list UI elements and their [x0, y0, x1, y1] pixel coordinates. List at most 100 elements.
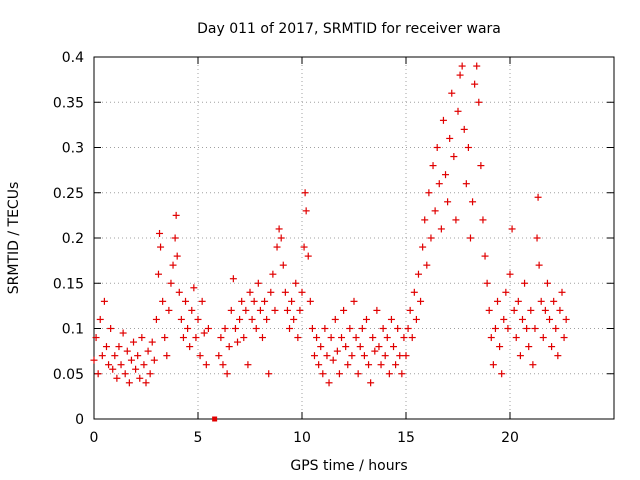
data-point — [240, 334, 248, 342]
data-point — [152, 315, 160, 323]
x-tick-labels: 0 5 10 15 20 — [90, 430, 519, 446]
data-point — [194, 315, 202, 323]
data-point — [167, 279, 175, 287]
data-point — [267, 288, 275, 296]
data-point — [365, 361, 373, 369]
data-point — [392, 361, 400, 369]
data-point — [317, 343, 325, 351]
data-point — [421, 216, 429, 224]
data-point — [379, 325, 387, 332]
data-point — [219, 361, 227, 369]
data-point — [172, 211, 180, 219]
y-tick-label: 0.2 — [62, 231, 84, 247]
data-point — [479, 216, 487, 224]
data-point — [375, 343, 383, 351]
data-point — [154, 270, 162, 278]
data-point — [346, 325, 354, 332]
data-point — [521, 279, 529, 287]
data-point — [157, 243, 165, 251]
data-point — [358, 325, 366, 332]
data-point — [188, 306, 196, 314]
data-point — [367, 379, 375, 387]
data-point — [471, 80, 479, 88]
y-tick-label: 0 — [75, 412, 84, 428]
data-point — [261, 297, 269, 305]
data-point — [362, 315, 370, 323]
data-point — [273, 243, 281, 251]
data-point — [377, 361, 385, 369]
data-point — [406, 306, 414, 314]
data-point — [494, 297, 502, 305]
data-point — [146, 370, 154, 378]
data-point — [439, 116, 447, 124]
data-point — [458, 62, 466, 70]
data-point — [238, 297, 246, 305]
data-point — [348, 352, 356, 360]
data-point — [502, 288, 510, 296]
data-point — [352, 334, 360, 342]
data-point — [427, 234, 435, 242]
data-point — [518, 315, 526, 323]
data-point — [148, 338, 156, 346]
data-point — [163, 352, 171, 360]
data-point — [477, 162, 485, 170]
data-point — [127, 356, 135, 364]
data-point — [529, 361, 537, 369]
data-point — [481, 252, 489, 260]
data-point — [119, 329, 127, 337]
data-point — [548, 343, 556, 351]
data-point — [356, 343, 364, 351]
x-tick-label: 20 — [501, 430, 519, 446]
data-point — [335, 370, 343, 378]
data-point — [150, 356, 158, 364]
x-tick-label: 10 — [293, 430, 311, 446]
data-point — [288, 297, 296, 305]
data-point — [508, 225, 516, 233]
data-point — [111, 352, 119, 360]
data-point — [437, 225, 445, 233]
y-tick-label: 0.25 — [53, 186, 84, 202]
data-point — [294, 334, 302, 342]
data-point — [414, 270, 422, 278]
data-point — [301, 189, 309, 197]
data-point — [144, 347, 152, 355]
y-tick-label: 0.15 — [53, 276, 84, 292]
data-point — [283, 306, 291, 314]
data-point — [225, 343, 233, 351]
data-point — [333, 347, 341, 355]
data-point — [302, 207, 310, 215]
data-point — [190, 284, 198, 292]
data-point — [102, 343, 110, 351]
data-point — [107, 325, 115, 332]
y-axis-label: SRMTID / TECUs — [6, 182, 22, 295]
data-point — [554, 352, 562, 360]
y-tick-label: 0.05 — [53, 367, 84, 383]
data-point — [306, 297, 314, 305]
data-point — [369, 334, 377, 342]
data-point — [558, 288, 566, 296]
data-point — [100, 297, 108, 305]
data-point — [487, 334, 495, 342]
data-point — [221, 325, 229, 332]
data-point — [496, 343, 504, 351]
data-point — [350, 297, 358, 305]
data-point — [527, 306, 535, 314]
data-point — [269, 270, 277, 278]
data-point — [202, 361, 210, 369]
data-point — [408, 334, 416, 342]
data-point — [383, 334, 391, 342]
data-point — [491, 325, 499, 332]
data-point — [227, 306, 235, 314]
data-point — [423, 261, 431, 269]
x-axis-label: GPS time / hours — [290, 458, 407, 474]
data-point — [466, 234, 474, 242]
data-point — [113, 374, 121, 382]
data-point — [385, 370, 393, 378]
data-point — [419, 243, 427, 251]
data-point — [402, 352, 410, 360]
data-point — [475, 98, 483, 106]
y-tick-label: 0.3 — [62, 141, 84, 157]
data-point — [462, 180, 470, 188]
data-point — [286, 325, 294, 332]
